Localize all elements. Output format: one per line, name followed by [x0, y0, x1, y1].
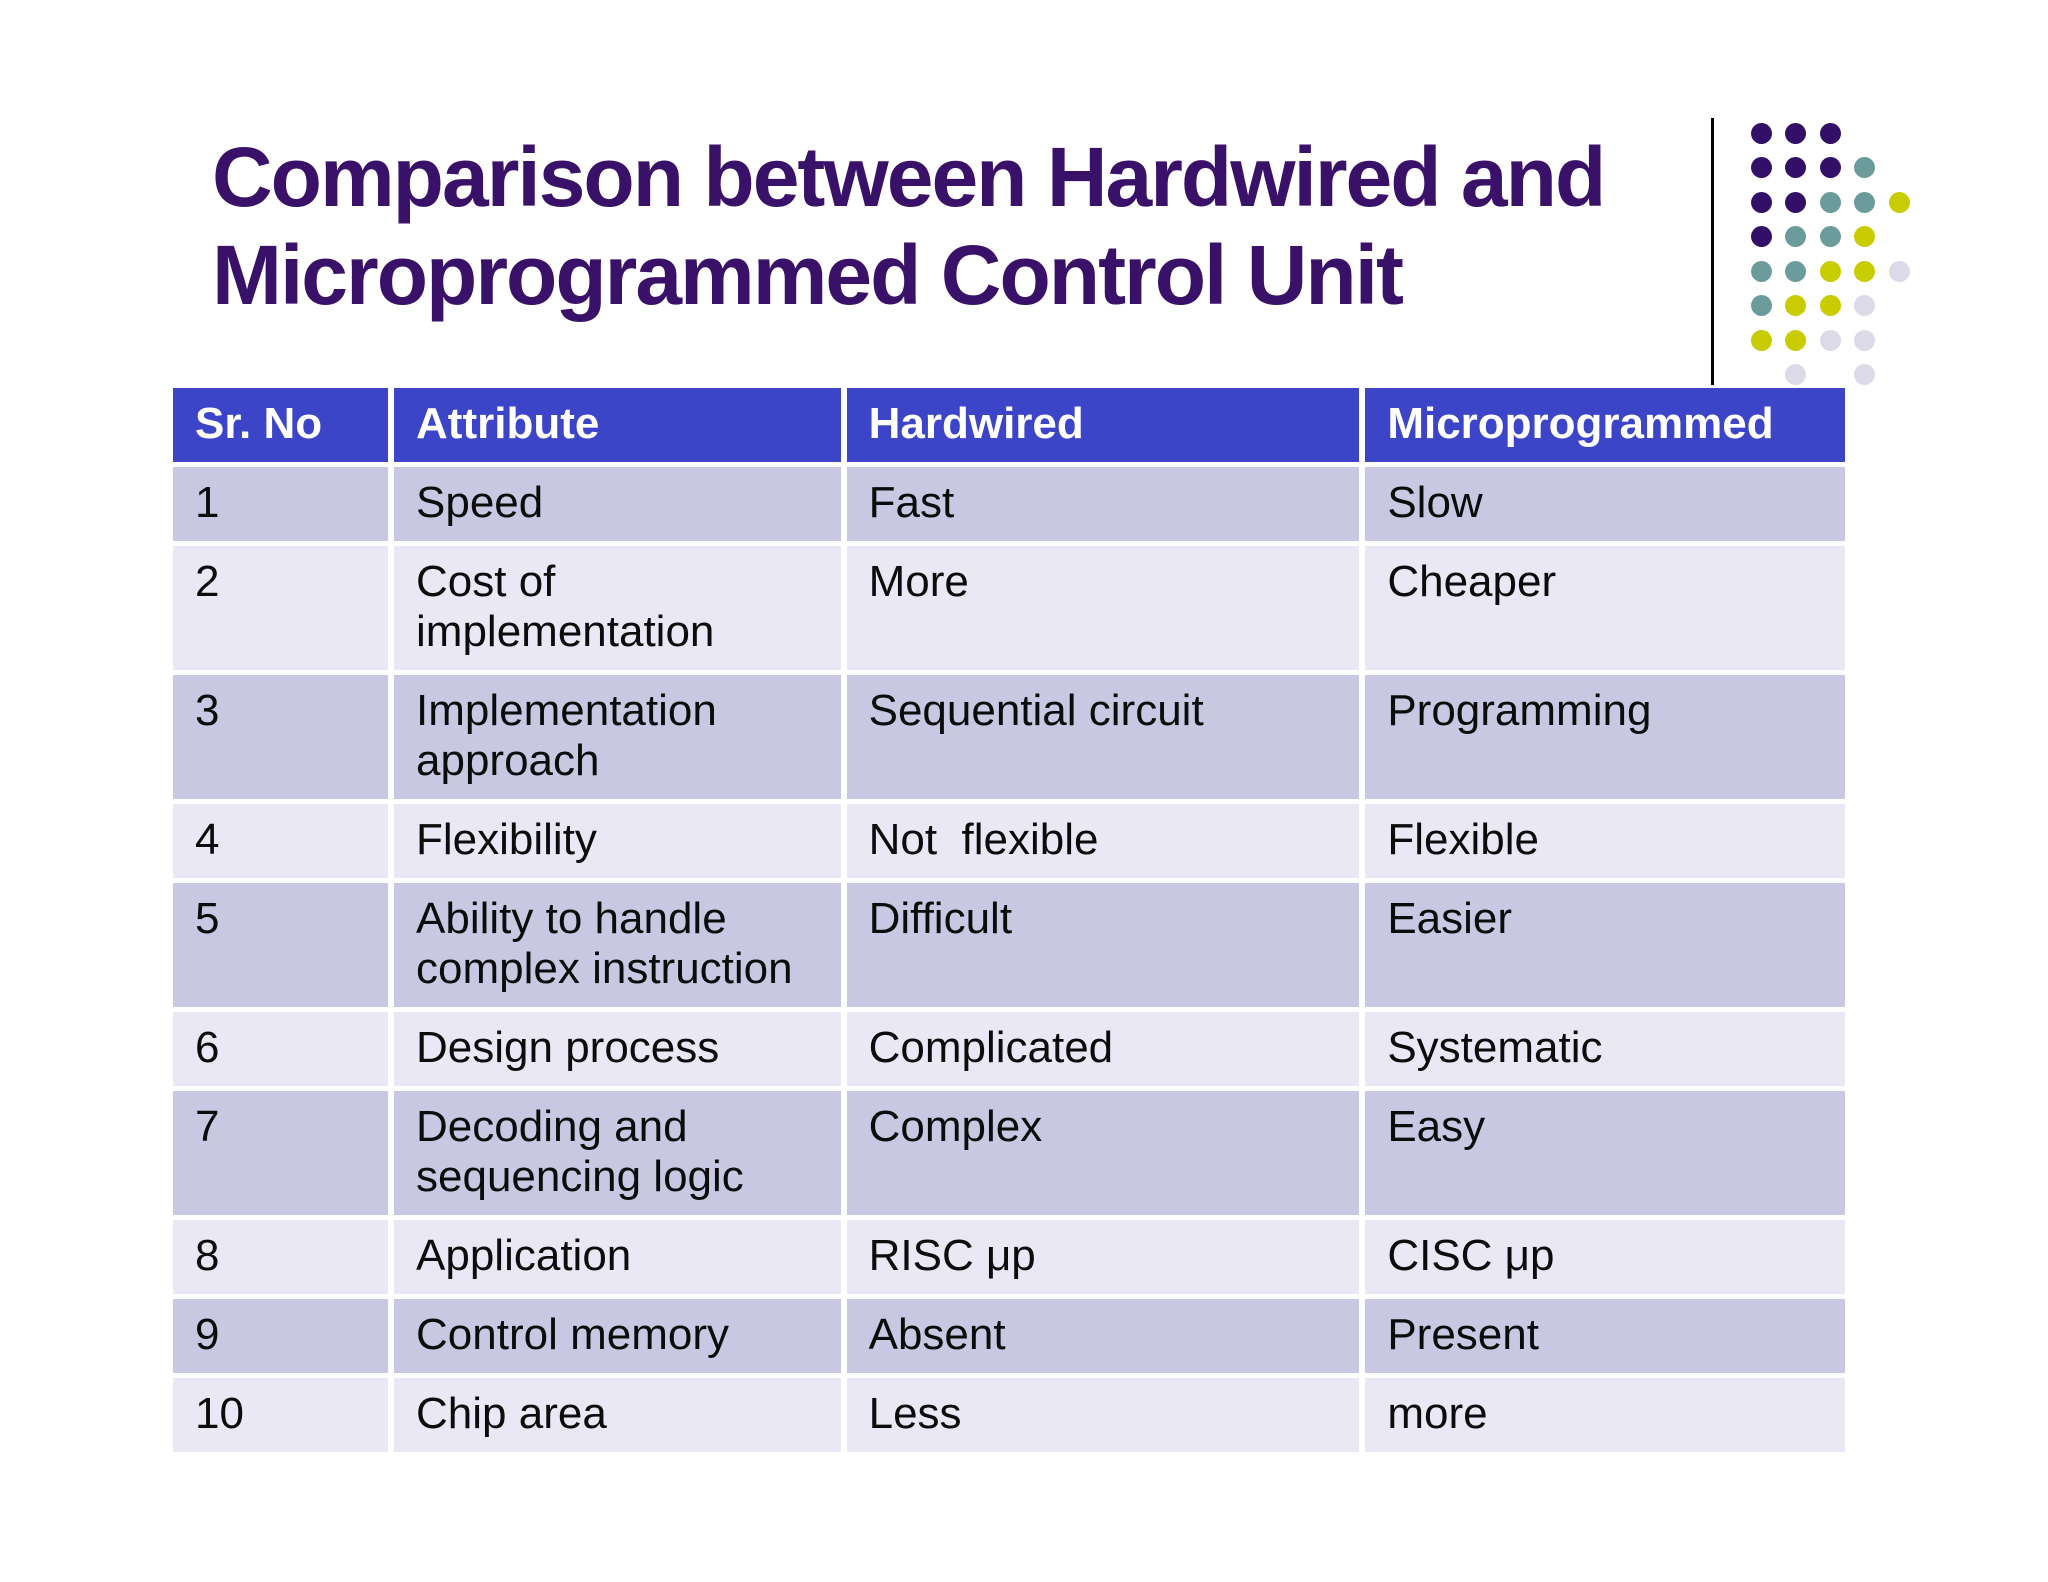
cell-microprogrammed: Easier — [1365, 883, 1845, 1007]
title-line-1: Comparison between Hardwired and — [212, 130, 1606, 224]
cell-sr-no: 6 — [173, 1012, 389, 1086]
cell-attribute: Ability to handle complex instruction — [394, 883, 841, 1007]
decor-dot — [1785, 295, 1806, 316]
decor-dot — [1750, 191, 1772, 213]
cell-sr-no: 2 — [173, 546, 389, 670]
comparison-table: Sr. No Attribute Hardwired Microprogramm… — [167, 383, 1851, 1457]
decor-dot — [1854, 364, 1875, 385]
column-header-attribute: Attribute — [394, 388, 841, 462]
cell-sr-no: 7 — [173, 1091, 389, 1215]
table-row: 1 Speed Fast Slow — [173, 467, 1845, 541]
cell-hardwired: Fast — [846, 467, 1360, 541]
cell-attribute: Implementation approach — [394, 675, 841, 799]
decor-dot — [1819, 191, 1841, 213]
decor-dot — [1785, 364, 1806, 385]
cell-attribute: Speed — [394, 467, 841, 541]
title-line-2: Microprogrammed Control Unit — [212, 228, 1404, 322]
cell-attribute: Application — [394, 1220, 841, 1294]
cell-hardwired: RISC μp — [846, 1220, 1360, 1294]
table-row: 8 Application RISC μp CISC μp — [173, 1220, 1845, 1294]
table-row: 3 Implementation approach Sequential cir… — [173, 675, 1845, 799]
cell-hardwired: Sequential circuit — [846, 675, 1360, 799]
column-header-sr-no: Sr. No — [173, 388, 389, 462]
cell-sr-no: 4 — [173, 804, 389, 878]
cell-sr-no: 1 — [173, 467, 389, 541]
decor-dot — [1785, 157, 1806, 178]
cell-microprogrammed: CISC μp — [1365, 1220, 1845, 1294]
cell-microprogrammed: Programming — [1365, 675, 1845, 799]
decor-dot — [1819, 122, 1841, 144]
cell-attribute: Design process — [394, 1012, 841, 1086]
cell-sr-no: 10 — [173, 1378, 389, 1452]
decor-dot — [1785, 226, 1806, 247]
cell-attribute: Chip area — [394, 1378, 841, 1452]
decor-dot — [1785, 260, 1806, 282]
cell-attribute: Control memory — [394, 1299, 841, 1373]
cell-microprogrammed: Easy — [1365, 1091, 1845, 1215]
decor-dot — [1888, 260, 1910, 282]
decor-dot — [1888, 191, 1910, 213]
table-row: 5 Ability to handle complex instruction … — [173, 883, 1845, 1007]
decor-dot — [1854, 226, 1875, 247]
table-row: 9 Control memory Absent Present — [173, 1299, 1845, 1373]
decor-dot — [1750, 122, 1772, 144]
cell-sr-no: 5 — [173, 883, 389, 1007]
decor-dot — [1819, 260, 1841, 282]
decor-dot — [1854, 260, 1875, 282]
column-header-hardwired: Hardwired — [846, 388, 1360, 462]
decor-vertical-line — [1711, 118, 1714, 385]
cell-hardwired: Difficult — [846, 883, 1360, 1007]
table-row: 10 Chip area Less more — [173, 1378, 1845, 1452]
table-row: 2 Cost of implementation More Cheaper — [173, 546, 1845, 670]
cell-hardwired: Absent — [846, 1299, 1360, 1373]
cell-microprogrammed: Systematic — [1365, 1012, 1845, 1086]
cell-attribute: Decoding and sequencing logic — [394, 1091, 841, 1215]
decor-dot — [1819, 157, 1841, 178]
decor-dot — [1785, 191, 1806, 213]
cell-hardwired: Complicated — [846, 1012, 1360, 1086]
decor-dot — [1785, 122, 1806, 144]
cell-microprogrammed: Present — [1365, 1299, 1845, 1373]
decor-dot — [1750, 157, 1772, 178]
cell-microprogrammed: Cheaper — [1365, 546, 1845, 670]
cell-sr-no: 9 — [173, 1299, 389, 1373]
decor-dot — [1854, 329, 1875, 351]
table-row: 6 Design process Complicated Systematic — [173, 1012, 1845, 1086]
cell-attribute: Cost of implementation — [394, 546, 841, 670]
cell-hardwired: More — [846, 546, 1360, 670]
decor-dot — [1750, 295, 1772, 316]
slide-title: Comparison between Hardwired and Micropro… — [212, 128, 1712, 324]
decor-dot — [1750, 226, 1772, 247]
cell-hardwired: Not flexible — [846, 804, 1360, 878]
decor-dot — [1750, 329, 1772, 351]
decor-dot — [1819, 329, 1841, 351]
column-header-microprogrammed: Microprogrammed — [1365, 388, 1845, 462]
cell-hardwired: Complex — [846, 1091, 1360, 1215]
decor-dot — [1819, 226, 1841, 247]
cell-microprogrammed: more — [1365, 1378, 1845, 1452]
table-header-row: Sr. No Attribute Hardwired Microprogramm… — [173, 388, 1845, 462]
decor-dot — [1854, 157, 1875, 178]
decor-dot — [1785, 329, 1806, 351]
cell-microprogrammed: Slow — [1365, 467, 1845, 541]
decor-dot — [1854, 191, 1875, 213]
table-row: 7 Decoding and sequencing logic Complex … — [173, 1091, 1845, 1215]
cell-hardwired: Less — [846, 1378, 1360, 1452]
decor-dot — [1854, 295, 1875, 316]
decor-dot — [1819, 295, 1841, 316]
decor-dot — [1750, 260, 1772, 282]
cell-microprogrammed: Flexible — [1365, 804, 1845, 878]
cell-sr-no: 3 — [173, 675, 389, 799]
cell-sr-no: 8 — [173, 1220, 389, 1294]
table-row: 4 Flexibility Not flexible Flexible — [173, 804, 1845, 878]
cell-attribute: Flexibility — [394, 804, 841, 878]
